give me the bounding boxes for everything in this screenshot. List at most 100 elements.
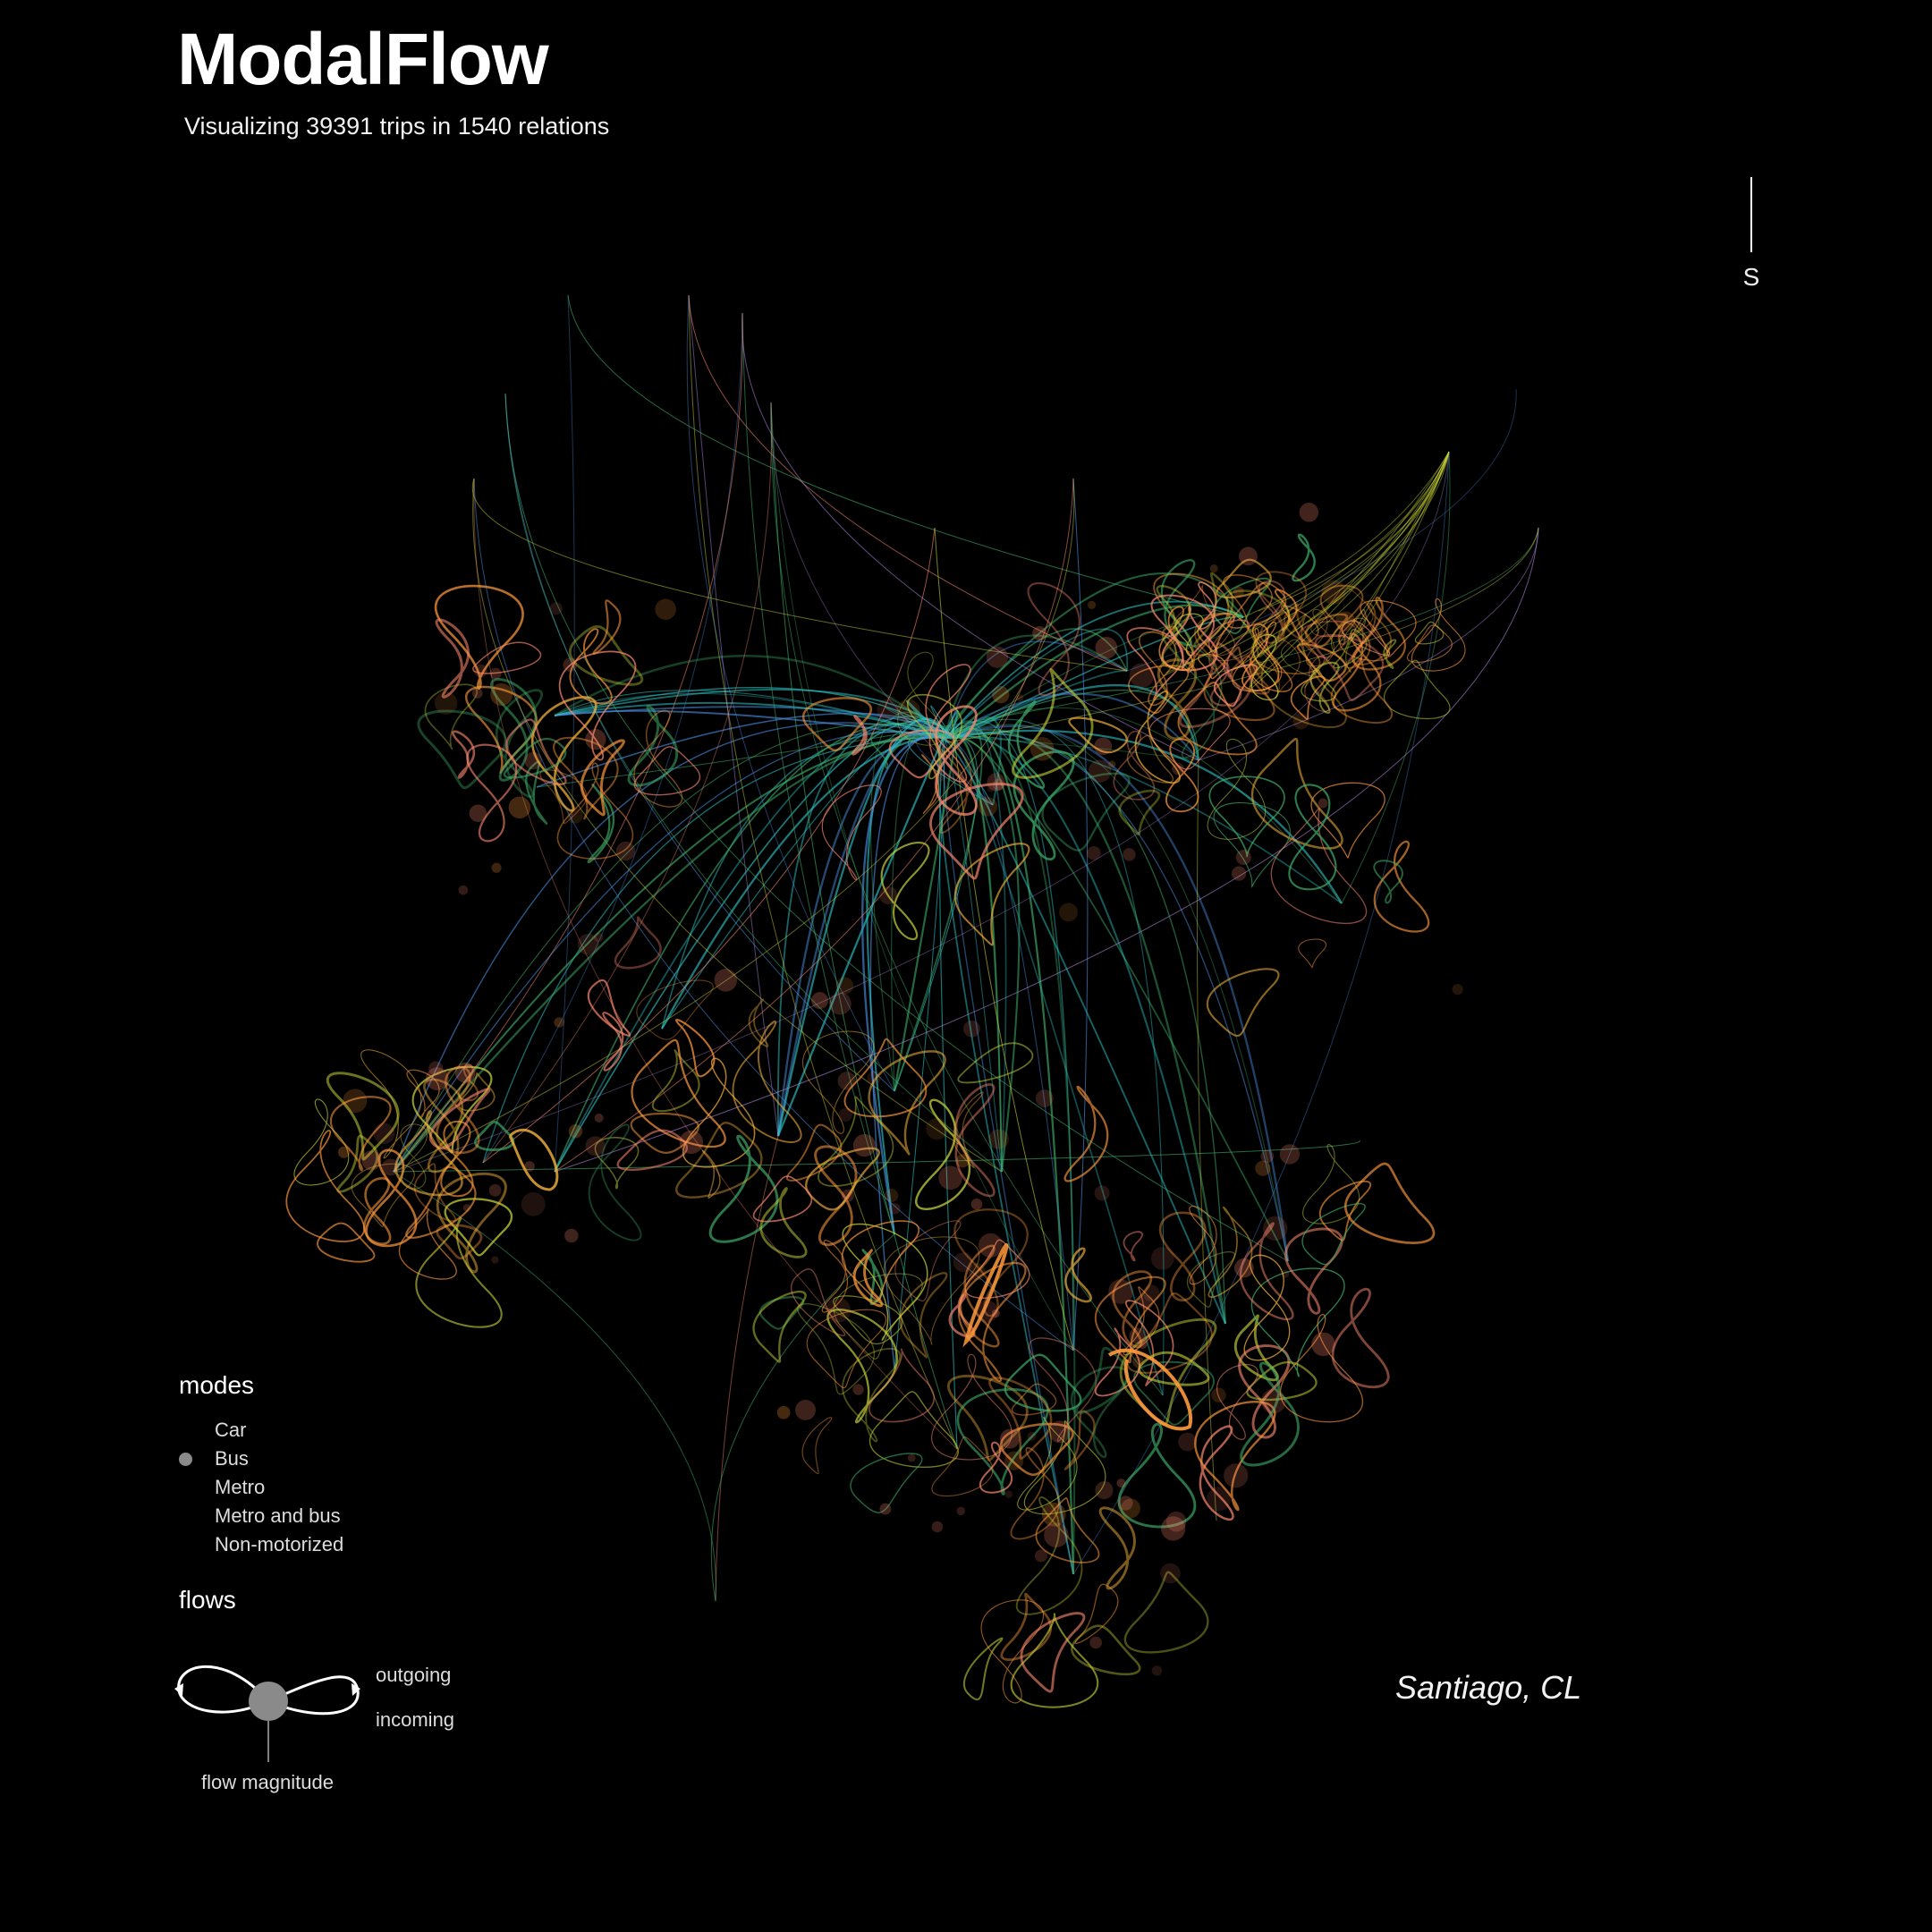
flow-line: [363, 1177, 392, 1245]
flow-line: [1123, 1231, 1144, 1262]
flow-line: [1013, 750, 1075, 860]
flow-line: [1208, 1207, 1253, 1298]
flow-line: [869, 711, 949, 1092]
flow-line: [1344, 1162, 1436, 1244]
flow-line: [1315, 451, 1450, 632]
node-glow: [835, 977, 854, 995]
flow-line: [504, 393, 895, 1092]
flow-line: [1383, 639, 1397, 670]
flow-line: [503, 737, 567, 779]
flow-line: [940, 735, 1021, 1173]
flow-line: [458, 1063, 479, 1102]
flow-line: [1072, 478, 1089, 1352]
flow-line: [1138, 631, 1177, 707]
flow-line: [1258, 580, 1285, 644]
flow-line: [424, 683, 478, 750]
flow-line: [945, 732, 1289, 1262]
flow-line: [423, 1078, 464, 1174]
flow-line: [1302, 1144, 1360, 1224]
flow-line: [1297, 643, 1347, 682]
flow-line: [1063, 1085, 1109, 1182]
node-glow: [462, 1204, 471, 1212]
flow-line: [732, 1021, 802, 1143]
flow-line: [351, 1163, 415, 1228]
node-glow: [978, 1233, 1003, 1258]
node-glow: [714, 969, 738, 992]
mode-item-bus[interactable]: Bus: [179, 1445, 343, 1473]
node-glow: [879, 886, 898, 905]
flow-line: [947, 527, 1539, 743]
flow-line: [752, 1290, 807, 1363]
mode-dot-icon: [179, 1453, 192, 1466]
flow-line: [1174, 641, 1223, 758]
node-glow: [1044, 1522, 1069, 1548]
flow-line: [870, 728, 902, 769]
node-glow: [1161, 1516, 1186, 1541]
flow-line: [1237, 451, 1450, 621]
flow-line: [1175, 613, 1204, 657]
flow-line: [797, 1303, 875, 1395]
flow-line: [1170, 584, 1235, 657]
flow-line: [956, 1388, 1049, 1496]
flow-line: [1225, 589, 1291, 658]
flow-line: [1318, 1180, 1372, 1241]
flow-line: [748, 998, 769, 1047]
flow-line: [1255, 571, 1308, 642]
flow-line: [776, 733, 952, 1137]
node-glow: [931, 1521, 944, 1533]
flow-line: [1126, 734, 1174, 784]
flow-line: [473, 478, 958, 1450]
node-glow: [1255, 1160, 1271, 1176]
flow-line: [568, 625, 644, 686]
flow-line: [1227, 581, 1287, 629]
flow-line: [957, 1042, 1034, 1084]
flow-line: [801, 697, 873, 752]
node-glow: [1129, 663, 1155, 689]
flow-line: [1210, 662, 1242, 707]
flow-line: [434, 584, 524, 690]
flow-line: [394, 1110, 463, 1197]
flow-line: [1094, 1275, 1166, 1364]
flow-line: [688, 294, 958, 1450]
flow-line: [1207, 738, 1266, 840]
flow-line: [1305, 608, 1335, 667]
mode-item-metro-and-bus[interactable]: Metro and bus: [179, 1502, 343, 1530]
node-glow: [1095, 1481, 1114, 1500]
mode-item-metro[interactable]: Metro: [179, 1473, 343, 1502]
node-glow: [1235, 849, 1251, 866]
mode-dot-icon: [179, 1538, 192, 1552]
flow-line: [1250, 737, 1343, 850]
flow-loop-icon: [174, 1665, 360, 1762]
flow-line: [1095, 1327, 1140, 1397]
flow-line: [1341, 620, 1391, 656]
mode-item-non-motorized[interactable]: Non-motorized: [179, 1530, 343, 1559]
node-glow: [837, 1072, 856, 1090]
flow-line: [435, 618, 470, 699]
flow-line: [633, 746, 701, 796]
flow-line: [1281, 605, 1319, 644]
flow-line: [1010, 1446, 1060, 1540]
node-glow: [1095, 636, 1118, 659]
mode-item-car[interactable]: Car: [179, 1416, 343, 1445]
flow-line: [1119, 1318, 1217, 1426]
flow-line: [458, 1072, 496, 1112]
flow-line: [393, 312, 743, 1173]
node-glow: [1292, 713, 1309, 730]
node-glow: [986, 646, 1009, 668]
flow-line: [1027, 582, 1080, 697]
flow-line: [770, 402, 958, 1450]
flow-line: [945, 692, 1199, 761]
flow-line: [708, 1134, 779, 1243]
flow-line: [1064, 1247, 1092, 1303]
flow-line: [850, 1453, 923, 1513]
node-glow: [615, 841, 636, 861]
node-glows-layer: [338, 503, 1463, 1676]
flow-line: [406, 1069, 440, 1118]
flow-line: [592, 599, 622, 655]
flows-incoming-label: incoming: [376, 1708, 455, 1731]
node-glow: [1299, 503, 1319, 522]
flow-line: [1208, 775, 1285, 858]
flow-line: [944, 669, 1128, 739]
node-glow: [428, 1061, 444, 1076]
